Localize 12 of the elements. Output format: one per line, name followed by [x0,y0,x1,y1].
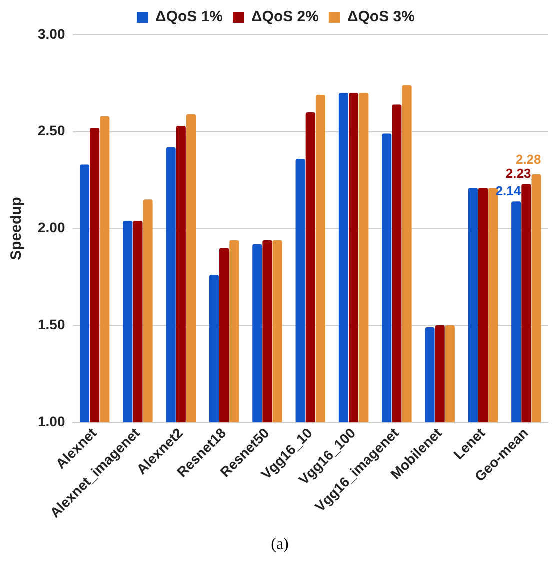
legend-label: ΔQoS 1% [156,8,224,26]
y-tick-label: 2.50 [38,122,66,139]
y-tick-label: 2.00 [38,220,66,236]
y-axis-title: Speedup [8,197,26,260]
legend-label: ΔQoS 2% [252,8,319,26]
y-tick-label: 1.50 [38,316,66,332]
y-tick-label: 1.00 [38,413,66,430]
y-tick-label: 3.00 [38,26,66,42]
legend-label: ΔQoS 3% [347,8,415,26]
text: (a) [270,536,290,554]
data-label: 2.23 [506,166,532,182]
data-label: 2.28 [516,152,542,168]
